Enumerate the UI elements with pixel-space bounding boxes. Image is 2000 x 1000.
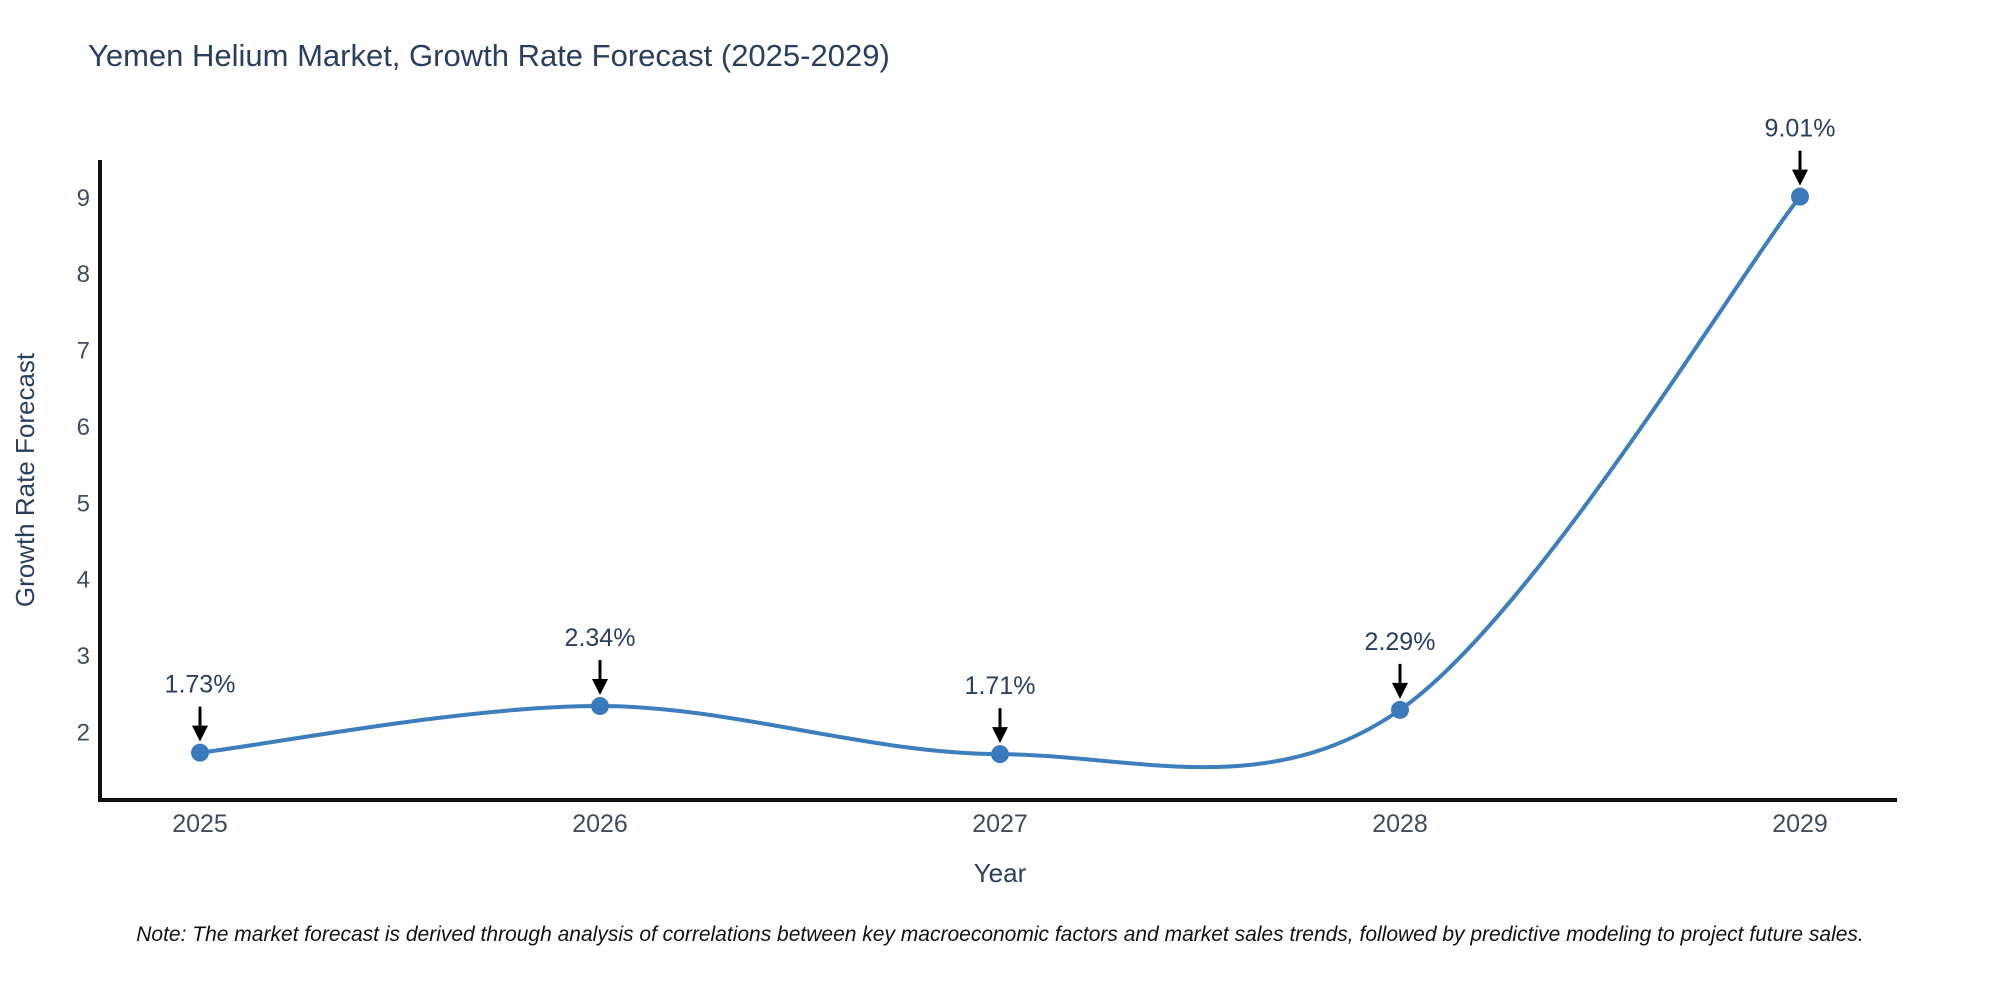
x-tick-label: 2028 [1372,810,1428,838]
x-tick-label: 2026 [572,810,628,838]
axes [98,160,1897,802]
forecast-line [198,194,1802,770]
y-tick-label: 3 [77,643,90,670]
data-series [191,187,1809,770]
y-tick-label: 2 [77,719,90,746]
data-point-marker [991,745,1009,764]
point-annotation: 2.29% [1365,628,1436,699]
annotation-arrowhead-icon [592,679,608,696]
y-axis-title: Growth Rate Forecast [10,352,40,607]
point-annotation: 2.34% [565,624,636,696]
annotation-arrowhead-icon [1392,682,1408,699]
annotation-arrowhead-icon [192,725,208,742]
x-axis-title: Year [974,858,1027,888]
point-value-label: 1.73% [165,671,236,699]
footnote: Note: The market forecast is derived thr… [136,923,1864,946]
data-point-marker [191,743,209,762]
annotation-arrowhead-icon [992,727,1008,744]
x-tick-label: 2029 [1772,810,1828,838]
point-annotation: 1.71% [965,672,1036,744]
point-value-label: 9.01% [1765,115,1836,143]
y-tick-label: 6 [77,414,90,441]
y-tick-label: 7 [77,338,90,365]
point-annotation: 1.73% [165,671,236,742]
data-point-marker [1391,700,1409,719]
point-value-label: 2.29% [1365,628,1436,656]
x-tick-label: 2025 [172,810,228,838]
y-tick-label: 9 [77,185,90,212]
annotation-arrowhead-icon [1792,169,1808,186]
data-point-marker [1791,187,1809,206]
x-axis-ticks: 2025 2026 2027 2028 2029 [172,810,1828,838]
annotations: 1.73% 2.34% 1.71% 2.29% 9.01% [165,115,1836,744]
y-tick-label: 5 [77,490,90,517]
data-point-marker [591,697,609,716]
y-axis-ticks: 2 3 4 5 6 7 8 9 [77,185,90,747]
x-tick-label: 2027 [972,810,1028,838]
y-tick-label: 8 [77,261,90,288]
point-annotation: 9.01% [1765,115,1836,186]
point-value-label: 1.71% [965,672,1036,700]
y-tick-label: 4 [77,567,90,594]
chart-title: Yemen Helium Market, Growth Rate Forecas… [88,38,890,73]
point-value-label: 2.34% [565,624,636,652]
